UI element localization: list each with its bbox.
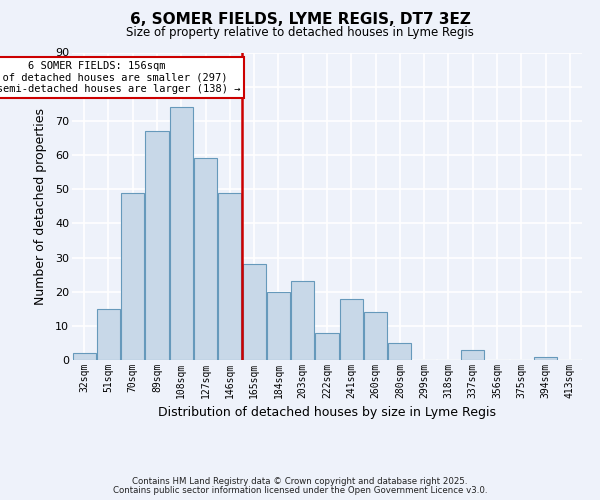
Bar <box>534 356 557 360</box>
Bar <box>97 308 120 360</box>
X-axis label: Distribution of detached houses by size in Lyme Regis: Distribution of detached houses by size … <box>158 406 496 420</box>
Bar <box>316 332 338 360</box>
Bar <box>364 312 387 360</box>
Bar <box>121 192 144 360</box>
Text: Contains public sector information licensed under the Open Government Licence v3: Contains public sector information licen… <box>113 486 487 495</box>
Bar <box>291 282 314 360</box>
Text: 6, SOMER FIELDS, LYME REGIS, DT7 3EZ: 6, SOMER FIELDS, LYME REGIS, DT7 3EZ <box>130 12 470 28</box>
Bar <box>218 192 241 360</box>
Bar <box>461 350 484 360</box>
Bar <box>267 292 290 360</box>
Y-axis label: Number of detached properties: Number of detached properties <box>34 108 47 304</box>
Text: 6 SOMER FIELDS: 156sqm
← 68% of detached houses are smaller (297)
32% of semi-de: 6 SOMER FIELDS: 156sqm ← 68% of detached… <box>0 61 240 94</box>
Bar <box>194 158 217 360</box>
Bar <box>145 131 169 360</box>
Bar <box>388 343 412 360</box>
Bar <box>170 107 193 360</box>
Text: Size of property relative to detached houses in Lyme Regis: Size of property relative to detached ho… <box>126 26 474 39</box>
Text: Contains HM Land Registry data © Crown copyright and database right 2025.: Contains HM Land Registry data © Crown c… <box>132 477 468 486</box>
Bar <box>340 298 363 360</box>
Bar <box>242 264 266 360</box>
Bar <box>73 353 95 360</box>
